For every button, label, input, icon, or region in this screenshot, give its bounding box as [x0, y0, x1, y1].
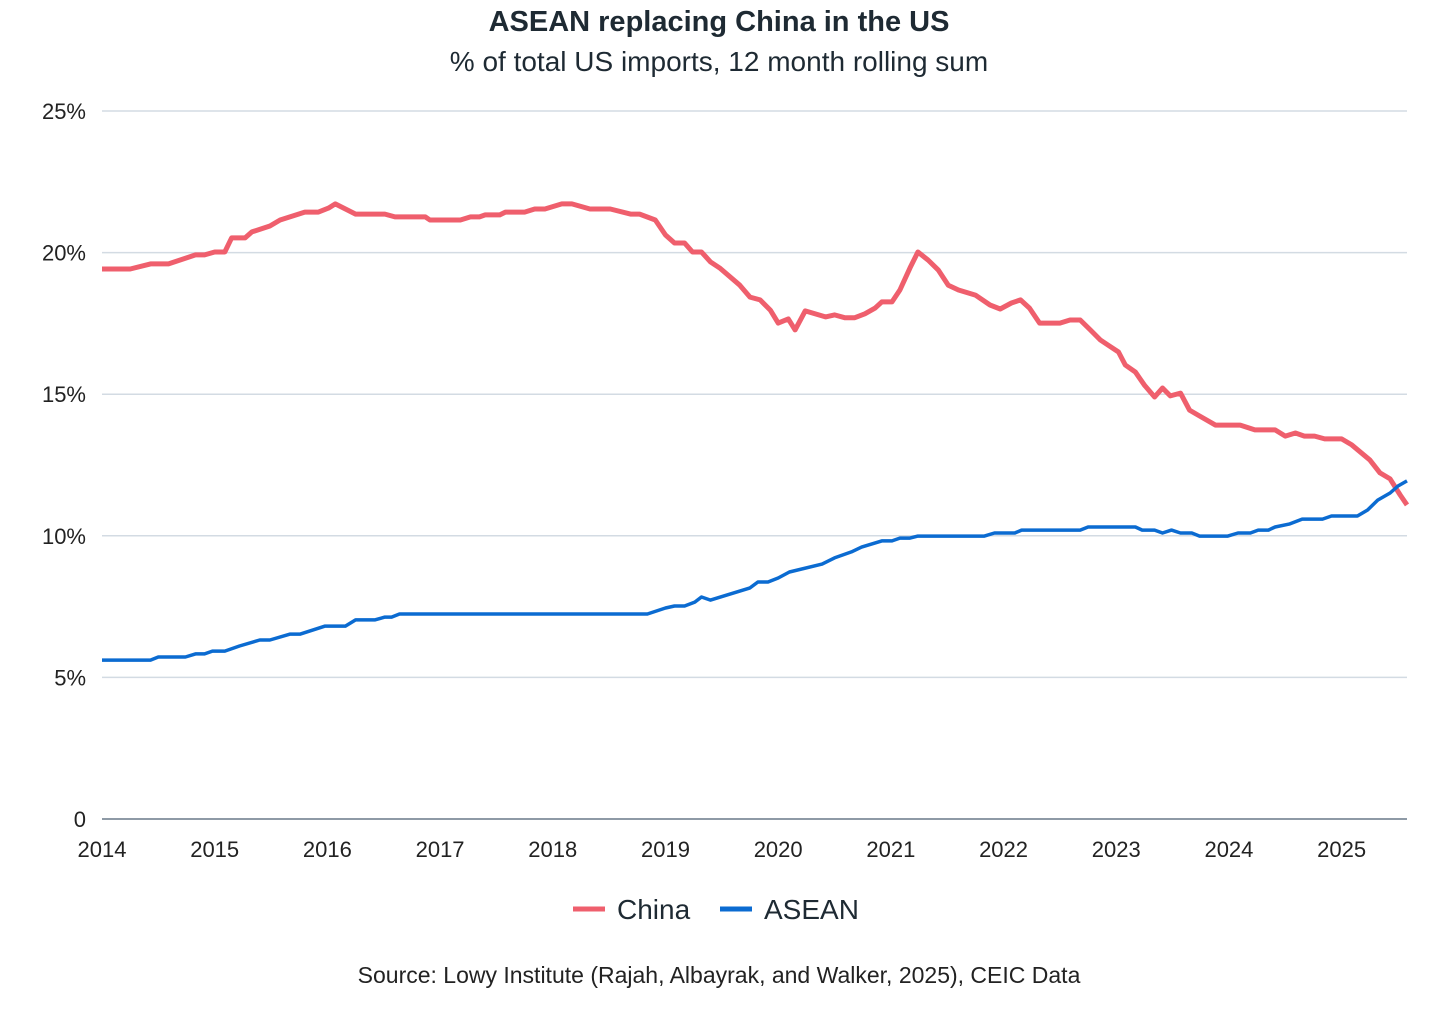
x-axis: 2014 2015 2016 2017 2018 2019 2020 2021 2022 2023…: [78, 837, 1367, 862]
x-tick-label: 2024: [1204, 837, 1253, 862]
series-line-asean: [102, 479, 1408, 662]
legend-label-china: China: [617, 894, 691, 925]
legend: China ASEAN: [573, 894, 859, 925]
x-tick-label: 2023: [1092, 837, 1141, 862]
y-tick-label: 10%: [42, 524, 86, 549]
series-line-china: [102, 201, 1410, 507]
y-tick-label: 5%: [54, 665, 86, 690]
gridlines: [102, 110, 1407, 820]
y-tick-label: 15%: [42, 382, 86, 407]
x-tick-label: 2017: [416, 837, 465, 862]
legend-label-asean: ASEAN: [764, 894, 859, 925]
y-axis: 0 5% 10% 15% 20% 25%: [42, 99, 86, 832]
y-tick-label: 25%: [42, 99, 86, 124]
x-tick-label: 2018: [528, 837, 577, 862]
source-note: Source: Lowy Institute (Rajah, Albayrak,…: [358, 962, 1081, 988]
x-tick-label: 2019: [641, 837, 690, 862]
x-tick-label: 2020: [754, 837, 803, 862]
x-tick-label: 2021: [866, 837, 915, 862]
series-lines: [102, 201, 1410, 662]
y-tick-label: 0: [74, 807, 86, 832]
x-tick-label: 2015: [190, 837, 239, 862]
x-tick-label: 2016: [303, 837, 352, 862]
y-tick-label: 20%: [42, 241, 86, 266]
chart-title: ASEAN replacing China in the US: [489, 6, 950, 38]
x-tick-label: 2025: [1317, 837, 1366, 862]
x-tick-label: 2014: [78, 837, 127, 862]
chart-subtitle: % of total US imports, 12 month rolling …: [450, 46, 988, 77]
x-tick-label: 2022: [979, 837, 1028, 862]
